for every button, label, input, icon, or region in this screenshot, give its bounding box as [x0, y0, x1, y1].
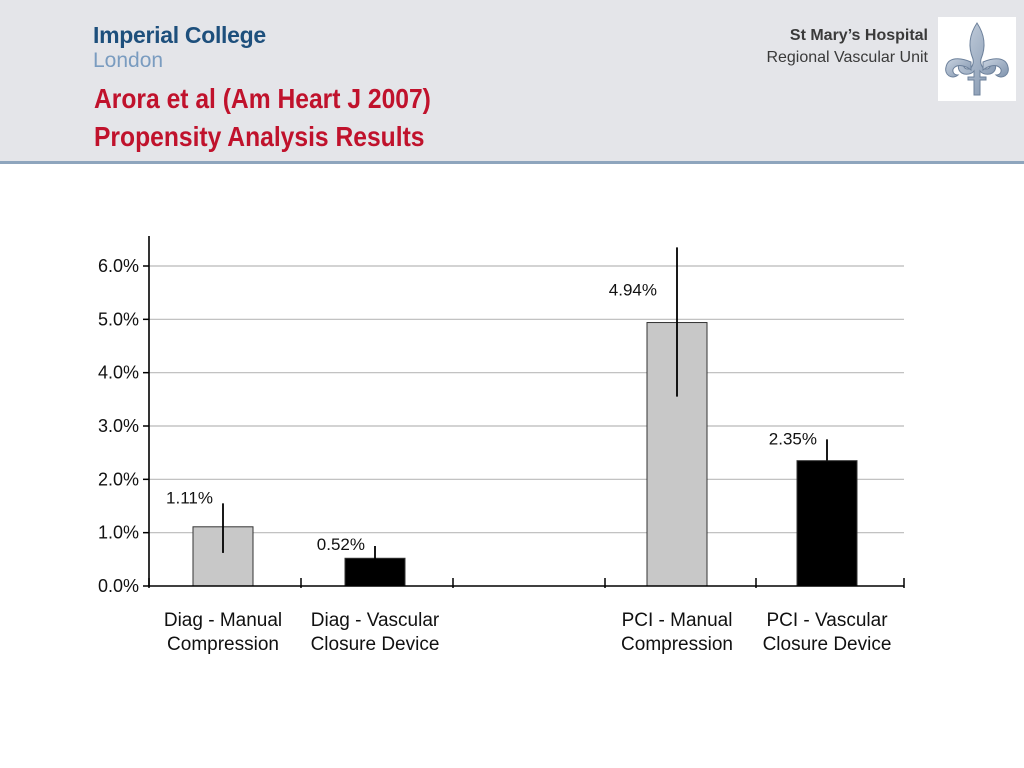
bar	[796, 460, 858, 587]
hospital-unit: Regional Vascular Unit	[766, 49, 928, 66]
x-category-label: Closure Device	[311, 634, 440, 655]
y-tick-label: 3.0%	[98, 416, 139, 436]
title-line-1: Arora et al (Am Heart J 2007)	[94, 83, 431, 114]
value-label: 2.35%	[769, 429, 817, 448]
x-category-label: Diag - Manual	[164, 610, 282, 631]
hospital-info: St Mary’s Hospital Regional Vascular Uni…	[766, 25, 928, 69]
hospital-name: St Mary’s Hospital	[789, 27, 928, 44]
bar	[344, 557, 406, 587]
y-tick-label: 0.0%	[98, 576, 139, 596]
y-tick-label: 4.0%	[98, 363, 139, 383]
y-tick-label: 5.0%	[98, 309, 139, 329]
value-label: 1.11%	[166, 488, 213, 507]
imperial-logo-text: Imperial College	[93, 22, 266, 48]
x-category-label: Closure Device	[763, 634, 892, 655]
y-tick-label: 1.0%	[98, 523, 139, 543]
x-category-label: Compression	[621, 634, 733, 655]
bar-chart: 0.0% 1.0% 2.0% 3.0% 4.0% 5.0% 6.0% 1.11% Diag - …	[98, 236, 905, 655]
x-category-label: Compression	[167, 634, 279, 655]
bars	[192, 247, 858, 587]
axes	[143, 236, 905, 588]
labels: 0.0% 1.0% 2.0% 3.0% 4.0% 5.0% 6.0% 1.11% Diag - …	[98, 256, 891, 655]
gridlines	[149, 265, 904, 534]
slide-title: Arora et al (Am Heart J 2007) Propensity…	[94, 80, 431, 156]
london-logo-text: London	[93, 49, 164, 72]
slide-header	[0, 0, 1024, 162]
title-line-2: Propensity Analysis Results	[94, 121, 425, 152]
x-category-label: PCI - Vascular	[766, 610, 888, 631]
x-category-label: Diag - Vascular	[311, 610, 440, 631]
value-label: 4.94%	[609, 280, 657, 299]
y-tick-label: 2.0%	[98, 469, 139, 489]
x-category-label: PCI - Manual	[622, 610, 733, 631]
y-tick-label: 6.0%	[98, 256, 139, 276]
header-divider	[0, 161, 1024, 164]
value-label: 0.52%	[317, 535, 365, 554]
fleur-de-lis-icon	[938, 17, 1016, 101]
